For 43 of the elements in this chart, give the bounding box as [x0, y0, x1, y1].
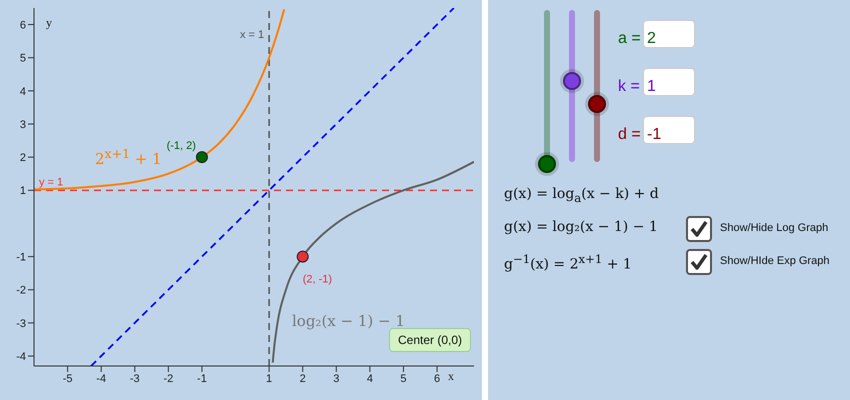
x-tick-label: 3	[333, 372, 340, 385]
y-tick-label: 3	[20, 118, 26, 131]
ref-line-label: x = 1	[240, 29, 264, 41]
y-tick-label: -1	[16, 252, 26, 264]
text: k =	[618, 78, 640, 96]
x-tick-label: -1	[197, 372, 207, 385]
text: g(x) = log$_{a}$(x − k) + d	[504, 186, 659, 205]
y-tick-label: 6	[20, 19, 26, 32]
annotation: 2$^{x+1}$ + 1	[95, 146, 162, 168]
text: a =	[618, 30, 641, 48]
x-tick-label: -4	[96, 372, 106, 385]
x-tick-label: 5	[400, 372, 407, 385]
y-axis-title: y	[46, 16, 52, 30]
y-tick-label: -2	[16, 284, 26, 297]
y-tick-label: -4	[16, 350, 26, 363]
x-tick-label: 4	[366, 372, 373, 385]
text: Show/HIde Exp Graph	[720, 255, 830, 267]
x-axis-title: x	[448, 369, 454, 383]
y-tick-label: 5	[20, 52, 26, 65]
x-tick-label: -3	[130, 372, 140, 385]
annotation: log₂(x − 1) − 1	[292, 312, 405, 330]
x-tick-label: 1	[266, 372, 272, 385]
annotation: Center (0,0)	[398, 333, 462, 347]
annotation: (2, -1)	[302, 274, 332, 286]
x-tick-label: -2	[163, 372, 174, 385]
y-tick-label: 1	[20, 185, 26, 198]
text: 1	[647, 78, 656, 96]
text: g$^{−1}$(x) = 2$^{x+1}$ + 1	[504, 252, 632, 273]
line-series	[272, 160, 474, 364]
text: d =	[618, 126, 641, 144]
x-tick-label: 6	[434, 372, 440, 385]
annotation: (-1, 2)	[166, 140, 196, 152]
text: g(x) = log₂(x − 1) − 1	[504, 219, 658, 235]
text: 2	[647, 30, 656, 48]
ref-line-label: y = 1	[39, 176, 64, 188]
x-tick-label: -5	[62, 372, 72, 385]
y-tick-label: -3	[16, 318, 26, 330]
line-series	[34, 8, 286, 190]
text: -1	[647, 126, 662, 144]
x-tick-label: 2	[300, 372, 306, 385]
y-tick-label: 2	[20, 152, 26, 164]
text: Show/Hide Log Graph	[720, 222, 828, 234]
y-tick-label: 4	[20, 86, 26, 98]
